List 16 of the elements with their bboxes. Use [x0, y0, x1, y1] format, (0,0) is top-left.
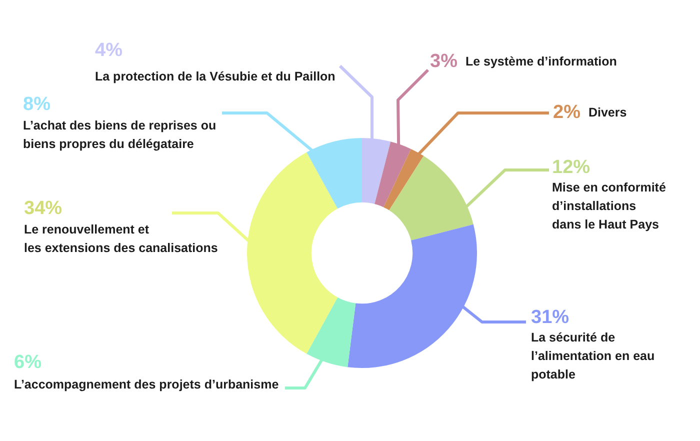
slice-label: Mise en conformité d’installations dans le Haut Pays [552, 180, 666, 232]
slice-label: L’accompagnement des projets d’urbanisme [14, 377, 279, 392]
slice-label: Le système d’information [465, 54, 617, 68]
data-label: 34% [24, 198, 62, 220]
slice-label: La protection de la Vésubie et du Paillon [95, 69, 336, 84]
data-label: 12% [552, 157, 590, 178]
data-label: 4% [95, 40, 123, 62]
data-label: 8% [23, 94, 51, 116]
slice-label: L’achat des biens de reprises ou biens propres du délégataire [23, 118, 216, 151]
data-label: 2% [553, 102, 581, 124]
slice-label: Le renouvellement et les extensions des canalisations [24, 222, 218, 255]
data-label: 6% [14, 352, 42, 374]
data-label: 31% [531, 307, 570, 328]
slice-label: Divers [588, 105, 627, 120]
data-label: 3% [430, 51, 458, 72]
slice-label: La sécurité de l’alimentation en eau potable [531, 330, 655, 382]
